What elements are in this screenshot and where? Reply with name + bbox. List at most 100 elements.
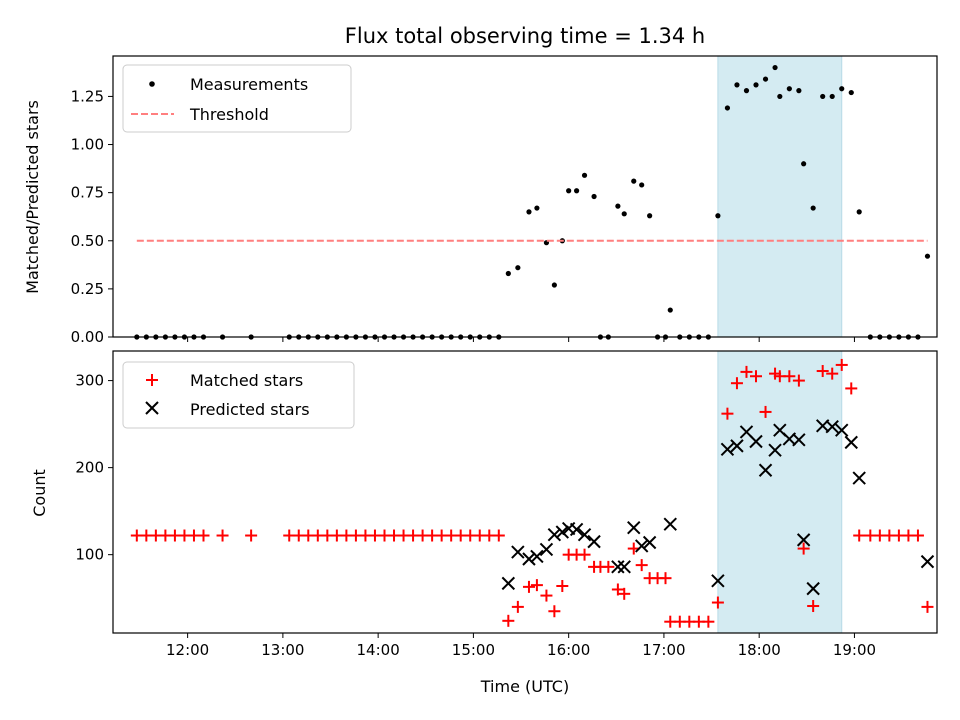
matched-stars-point xyxy=(797,542,810,555)
x-tick-label: 15:00 xyxy=(452,641,495,659)
matched-stars-point xyxy=(511,600,524,613)
matched-stars-point xyxy=(792,374,805,387)
matched-stars-point xyxy=(845,382,858,395)
matched-stars-point xyxy=(721,407,734,420)
matched-stars-point xyxy=(750,370,763,383)
matched-stars-point xyxy=(659,572,672,585)
measurements-point xyxy=(856,209,862,215)
measurements-point xyxy=(839,86,845,92)
x-tick-label: 13:00 xyxy=(261,641,304,659)
measurements-point xyxy=(581,172,588,178)
measurements-point xyxy=(772,64,778,71)
x-tick-label: 19:00 xyxy=(833,641,876,659)
predicted-stars-point xyxy=(627,520,641,535)
matched-stars-point xyxy=(540,589,553,602)
measurements-point xyxy=(615,203,621,209)
measurements-point xyxy=(551,282,557,288)
matched-stars-point xyxy=(611,583,624,596)
top-panel: 0.00 0.25 0.50 0.75 1.00 1.25 Matched/Predict… xyxy=(23,55,938,346)
matched-stars-point xyxy=(245,529,258,542)
predicted-stars-point xyxy=(844,435,858,450)
matched-stars-point xyxy=(921,600,934,613)
measurements-point xyxy=(621,211,627,217)
top-axes-frame xyxy=(112,55,938,338)
predicted-stars-point xyxy=(642,535,657,550)
top-y-tick-label: 1.00 xyxy=(71,136,104,154)
measurements-point xyxy=(753,82,759,88)
matched-stars-point xyxy=(216,529,229,542)
predicted-stars-point xyxy=(806,581,820,596)
predicted-stars-point xyxy=(587,534,601,549)
predicted-stars-point xyxy=(825,420,839,434)
legend-matched-marker xyxy=(146,374,158,386)
predicted-stars-point xyxy=(617,560,631,574)
predicted-stars-point xyxy=(547,527,562,542)
matched-stars-point xyxy=(816,365,829,378)
predicted-stars-point xyxy=(835,423,849,437)
legend-threshold-label: Threshold xyxy=(189,105,269,124)
measurements-point xyxy=(667,307,673,313)
x-tick-label: 14:00 xyxy=(357,641,400,659)
matched-stars-point xyxy=(853,529,866,542)
matched-stars-point xyxy=(740,365,753,378)
predicted-stars-point xyxy=(768,443,782,457)
top-y-axis-label: Matched/Predicted stars xyxy=(23,100,42,294)
top-legend: Measurements Threshold xyxy=(122,64,352,133)
measurements-point xyxy=(734,82,740,88)
matched-stars-point xyxy=(711,596,724,609)
top-y-tick-label: 0.00 xyxy=(71,328,104,346)
bot-y-tick-label: 100 xyxy=(75,546,104,564)
measurements-point xyxy=(526,209,532,215)
matched-stars-point xyxy=(783,370,796,383)
measurements-point xyxy=(534,205,540,211)
measurements-point xyxy=(724,105,731,111)
predicted-stars-point xyxy=(730,439,744,453)
matched-stars-point xyxy=(556,580,569,592)
x-tick-label: 17:00 xyxy=(642,641,685,659)
legend-matched-label: Matched stars xyxy=(190,371,303,390)
chart-title: Flux total observing time = 1.34 h xyxy=(345,24,705,48)
matched-stars-point xyxy=(602,560,615,573)
predicted-stars-point xyxy=(749,434,763,449)
matched-stars-point xyxy=(492,529,505,542)
matched-stars-point xyxy=(618,587,631,600)
measurements-point xyxy=(505,270,511,277)
predicted-stars-point xyxy=(539,542,554,557)
predicted-stars-point xyxy=(758,463,773,477)
x-tick-label: 12:00 xyxy=(166,641,209,659)
measurements-point xyxy=(743,88,750,94)
legend-measurements-marker xyxy=(149,81,155,87)
legend-predicted-label: Predicted stars xyxy=(190,400,310,419)
predicted-stars-point xyxy=(792,433,806,447)
x-tick-label: 16:00 xyxy=(547,641,590,659)
x-tick-label: 18:00 xyxy=(738,641,781,659)
predicted-stars-point xyxy=(577,527,592,542)
matched-stars-point xyxy=(522,580,535,593)
top-y-tick-label: 1.25 xyxy=(71,87,104,105)
bottom-axes-frame xyxy=(112,350,938,634)
matched-stars-point xyxy=(197,529,210,542)
measurements-point xyxy=(786,86,792,92)
matched-stars-point xyxy=(578,548,591,561)
matched-stars-point xyxy=(635,559,648,572)
matched-stars-point xyxy=(730,377,743,390)
bottom-y-axis-label: Count xyxy=(30,469,49,517)
measurements-point xyxy=(762,76,769,82)
top-y-tick-label: 0.25 xyxy=(71,280,104,298)
predicted-stars-point xyxy=(920,554,935,569)
bot-y-tick-label: 300 xyxy=(75,372,104,390)
matched-stars-point xyxy=(530,579,543,592)
matched-stars-point xyxy=(835,358,848,371)
predicted-stars-point xyxy=(711,574,725,588)
top-y-tick-label: 0.75 xyxy=(71,184,104,202)
predicted-stars-point xyxy=(720,442,735,457)
predicted-stars-point xyxy=(611,560,625,574)
predicted-stars-point xyxy=(522,552,536,566)
top-y-tick-label: 0.50 xyxy=(71,232,104,250)
measurements-point xyxy=(647,213,653,219)
top-highlight-span xyxy=(717,55,843,338)
matched-stars-point xyxy=(548,605,561,618)
measurements-point xyxy=(631,178,637,184)
predicted-stars-point xyxy=(663,517,677,531)
